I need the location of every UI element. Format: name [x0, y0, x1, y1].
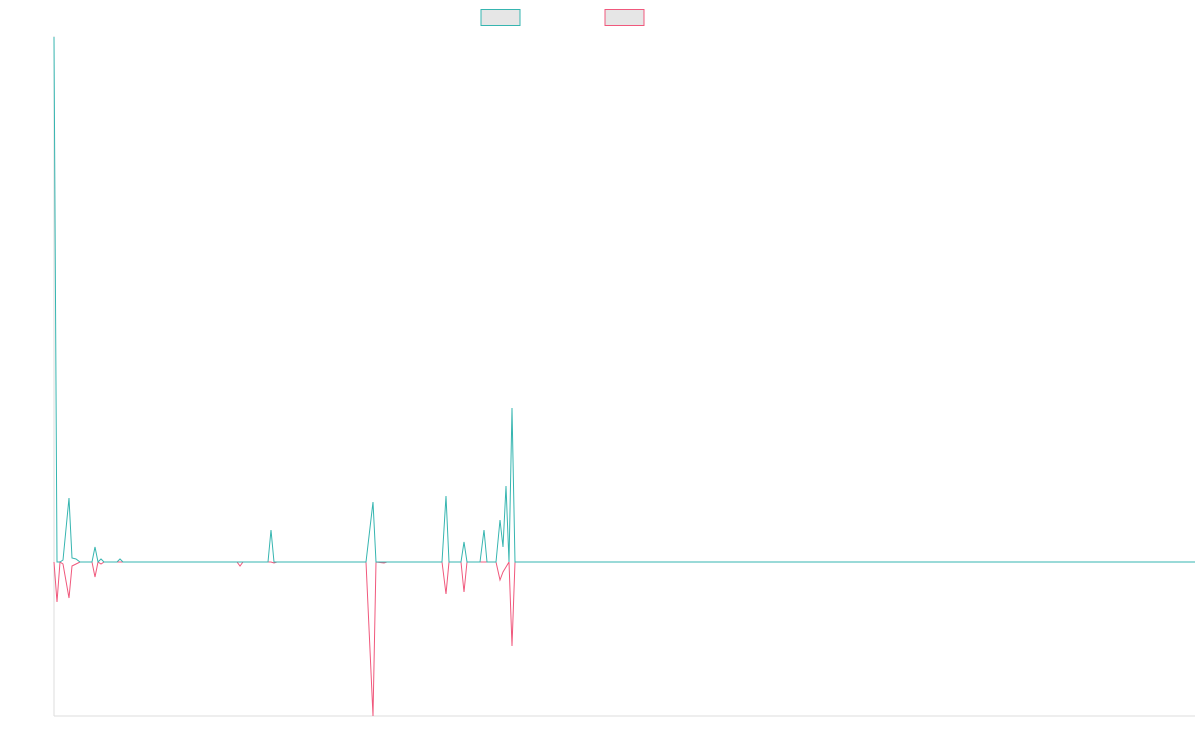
- series-line: [53, 560, 1195, 717]
- legend-swatch: [604, 9, 645, 26]
- legend-swatch: [480, 9, 521, 26]
- series-line: [53, 36, 1195, 564]
